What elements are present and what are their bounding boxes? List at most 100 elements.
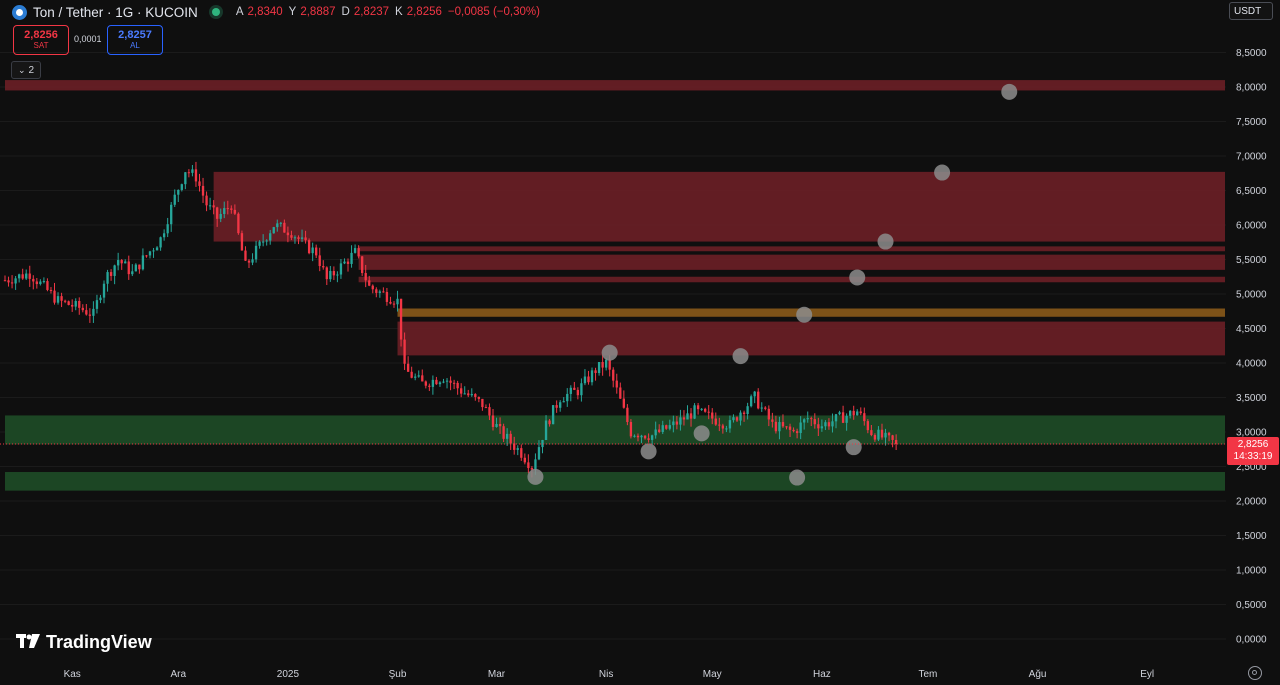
candle-down[interactable] [127, 261, 130, 275]
candle-up[interactable] [272, 227, 275, 234]
marker-dot[interactable] [732, 348, 749, 365]
candle-down[interactable] [452, 382, 456, 384]
candle-up[interactable] [824, 422, 827, 427]
candle-down[interactable] [240, 233, 244, 251]
candle-down[interactable] [138, 264, 141, 270]
candle-down[interactable] [435, 379, 438, 385]
candle-up[interactable] [300, 237, 304, 239]
candle-up[interactable] [700, 408, 703, 410]
candle-up[interactable] [95, 300, 99, 309]
candle-down[interactable] [647, 438, 650, 440]
candle-down[interactable] [467, 393, 470, 396]
candle-down[interactable] [233, 209, 237, 214]
candle-up[interactable] [559, 402, 562, 408]
candle-down[interactable] [28, 273, 31, 279]
candle-up[interactable] [265, 240, 268, 242]
candle-up[interactable] [56, 296, 60, 303]
candle-down[interactable] [205, 195, 208, 206]
candle-down[interactable] [873, 435, 877, 440]
market-status-icon[interactable] [211, 8, 220, 16]
candle-down[interactable] [612, 369, 615, 381]
candle-up[interactable] [113, 265, 116, 276]
candle-up[interactable] [92, 308, 95, 316]
candle-up[interactable] [261, 241, 265, 243]
candle-down[interactable] [145, 255, 148, 257]
candle-down[interactable] [35, 281, 38, 285]
candle-up[interactable] [463, 393, 466, 395]
marker-dot[interactable] [789, 469, 806, 486]
candle-down[interactable] [322, 266, 325, 268]
candle-up[interactable] [753, 391, 756, 397]
candle-up[interactable] [336, 274, 339, 276]
candle-down[interactable] [742, 412, 746, 415]
candle-down[interactable] [866, 421, 870, 431]
candle-down[interactable] [601, 362, 604, 368]
candle-down[interactable] [894, 439, 898, 445]
candle-down[interactable] [456, 382, 459, 389]
candle-up[interactable] [566, 393, 569, 402]
candle-down[interactable] [332, 271, 336, 276]
candle-down[interactable] [484, 407, 488, 409]
candle-up[interactable] [569, 387, 572, 394]
sell-button[interactable]: 2,8256 SAT [13, 25, 69, 55]
candle-down[interactable] [364, 273, 367, 281]
candle-down[interactable] [502, 426, 505, 439]
candle-down[interactable] [827, 422, 831, 427]
candle-down[interactable] [813, 419, 816, 425]
candle-down[interactable] [513, 443, 516, 450]
candle-up[interactable] [679, 417, 682, 425]
candle-up[interactable] [251, 259, 254, 263]
currency-selector[interactable]: USDT [1229, 2, 1273, 20]
candle-down[interactable] [346, 261, 350, 264]
candle-up[interactable] [845, 415, 848, 423]
candle-up[interactable] [746, 406, 749, 415]
candle-down[interactable] [718, 424, 721, 426]
candle-down[interactable] [244, 250, 247, 261]
candle-up[interactable] [17, 274, 21, 279]
candle-up[interactable] [534, 459, 537, 470]
candle-up[interactable] [470, 394, 473, 396]
candle-down[interactable] [325, 267, 328, 280]
marker-dot[interactable] [849, 269, 866, 286]
candle-down[interactable] [212, 205, 215, 208]
candle-down[interactable] [194, 169, 198, 182]
candle-down[interactable] [3, 280, 7, 282]
candle-up[interactable] [184, 172, 187, 185]
candle-down[interactable] [810, 418, 813, 420]
candle-down[interactable] [32, 278, 35, 282]
candle-up[interactable] [14, 278, 17, 284]
candle-down[interactable] [406, 363, 410, 372]
candle-down[interactable] [357, 248, 360, 257]
candle-down[interactable] [788, 426, 792, 430]
candle-up[interactable] [516, 448, 519, 450]
candle-down[interactable] [85, 310, 88, 315]
marker-dot[interactable] [1001, 83, 1018, 100]
candle-down[interactable] [474, 394, 477, 397]
candle-down[interactable] [49, 289, 53, 291]
candle-up[interactable] [541, 439, 544, 448]
candle-down[interactable] [587, 376, 590, 383]
candle-down[interactable] [774, 421, 778, 432]
candle-up[interactable] [431, 379, 435, 387]
candle-up[interactable] [877, 429, 880, 440]
gear-icon[interactable] [1248, 666, 1262, 680]
candle-down[interactable] [71, 304, 74, 307]
candle-up[interactable] [650, 435, 654, 440]
candle-down[interactable] [120, 260, 123, 264]
candle-up[interactable] [749, 396, 753, 407]
candle-down[interactable] [792, 429, 795, 432]
candle-down[interactable] [389, 301, 392, 304]
candle-down[interactable] [548, 420, 551, 425]
candle-down[interactable] [237, 213, 240, 234]
candle-down[interactable] [488, 407, 491, 416]
marker-dot[interactable] [640, 443, 657, 460]
candle-up[interactable] [686, 413, 689, 420]
candle-up[interactable] [725, 428, 728, 430]
candle-down[interactable] [523, 457, 526, 463]
candle-down[interactable] [636, 435, 640, 438]
candle-down[interactable] [290, 235, 293, 238]
candle-up[interactable] [838, 412, 841, 415]
candle-down[interactable] [424, 381, 427, 386]
candle-down[interactable] [711, 412, 714, 419]
candle-up[interactable] [170, 204, 173, 225]
